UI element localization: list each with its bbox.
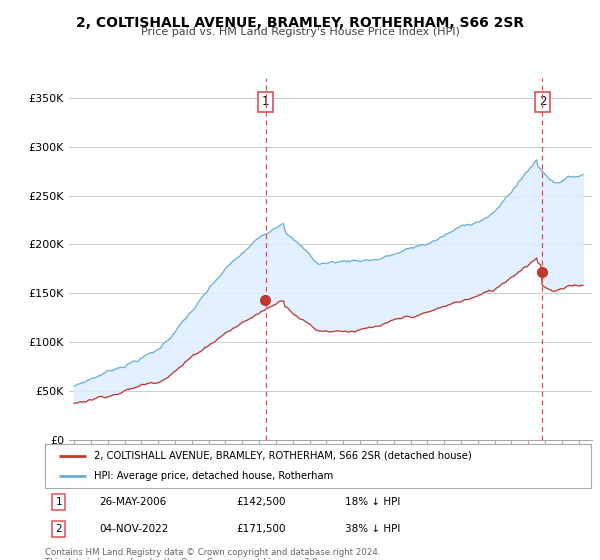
Text: 1: 1 bbox=[55, 497, 62, 507]
Text: Price paid vs. HM Land Registry's House Price Index (HPI): Price paid vs. HM Land Registry's House … bbox=[140, 27, 460, 38]
Text: Contains HM Land Registry data © Crown copyright and database right 2024.
This d: Contains HM Land Registry data © Crown c… bbox=[45, 548, 380, 560]
Text: HPI: Average price, detached house, Rotherham: HPI: Average price, detached house, Roth… bbox=[94, 471, 334, 481]
Text: 38% ↓ HPI: 38% ↓ HPI bbox=[346, 524, 401, 534]
Text: 04-NOV-2022: 04-NOV-2022 bbox=[100, 524, 169, 534]
Text: £171,500: £171,500 bbox=[236, 524, 286, 534]
Text: 2: 2 bbox=[539, 95, 546, 109]
Text: 2, COLTISHALL AVENUE, BRAMLEY, ROTHERHAM, S66 2SR (detached house): 2, COLTISHALL AVENUE, BRAMLEY, ROTHERHAM… bbox=[94, 451, 472, 461]
Text: 18% ↓ HPI: 18% ↓ HPI bbox=[346, 497, 401, 507]
Text: 2, COLTISHALL AVENUE, BRAMLEY, ROTHERHAM, S66 2SR: 2, COLTISHALL AVENUE, BRAMLEY, ROTHERHAM… bbox=[76, 16, 524, 30]
Text: 26-MAY-2006: 26-MAY-2006 bbox=[100, 497, 167, 507]
Text: £142,500: £142,500 bbox=[236, 497, 286, 507]
Text: 1: 1 bbox=[262, 95, 269, 109]
Text: 2: 2 bbox=[55, 524, 62, 534]
